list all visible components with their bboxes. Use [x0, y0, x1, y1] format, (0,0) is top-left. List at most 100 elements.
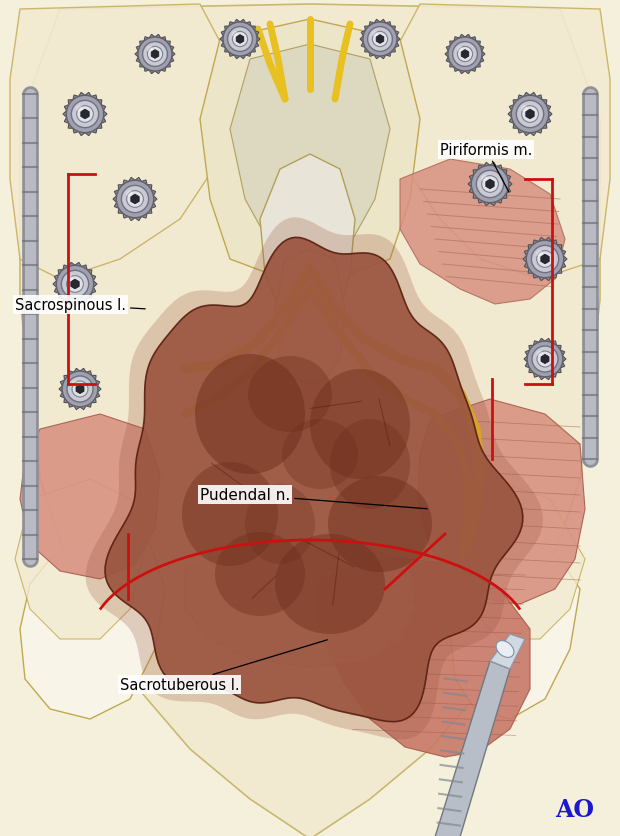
Circle shape [476, 171, 503, 198]
Polygon shape [105, 238, 523, 721]
Polygon shape [220, 20, 260, 59]
Polygon shape [541, 355, 549, 364]
Polygon shape [53, 263, 97, 306]
Polygon shape [76, 385, 84, 394]
Circle shape [527, 342, 563, 377]
Ellipse shape [330, 420, 410, 509]
Circle shape [147, 47, 153, 53]
Circle shape [516, 101, 544, 129]
Circle shape [448, 38, 482, 72]
Polygon shape [523, 238, 567, 282]
Polygon shape [185, 539, 415, 667]
Circle shape [223, 23, 257, 57]
Circle shape [537, 352, 553, 368]
Polygon shape [455, 479, 585, 640]
Circle shape [481, 176, 488, 182]
Circle shape [67, 376, 93, 403]
Polygon shape [468, 163, 512, 206]
Polygon shape [236, 36, 244, 44]
Polygon shape [113, 178, 157, 222]
Circle shape [56, 266, 94, 303]
Polygon shape [486, 180, 494, 190]
Circle shape [148, 48, 162, 63]
Circle shape [126, 191, 143, 208]
Circle shape [76, 106, 83, 113]
Polygon shape [260, 155, 355, 339]
Polygon shape [20, 5, 600, 836]
Circle shape [457, 47, 463, 53]
Text: Sacrotuberous l.: Sacrotuberous l. [120, 640, 327, 692]
Circle shape [526, 241, 564, 278]
Ellipse shape [282, 420, 358, 489]
Circle shape [232, 32, 238, 38]
Polygon shape [435, 661, 510, 836]
Circle shape [537, 252, 554, 268]
Polygon shape [315, 558, 530, 757]
Circle shape [61, 271, 89, 298]
Polygon shape [490, 635, 525, 669]
Ellipse shape [328, 477, 432, 573]
Polygon shape [508, 94, 552, 136]
Circle shape [453, 43, 477, 68]
Circle shape [363, 23, 397, 57]
Circle shape [531, 246, 559, 273]
Polygon shape [15, 479, 145, 640]
Circle shape [228, 28, 252, 53]
Text: Pudendal n.: Pudendal n. [200, 487, 427, 509]
Polygon shape [445, 35, 485, 74]
Circle shape [482, 176, 498, 193]
Polygon shape [86, 218, 543, 740]
Polygon shape [131, 195, 140, 205]
Circle shape [71, 101, 99, 129]
Ellipse shape [182, 462, 278, 566]
Circle shape [521, 106, 538, 123]
Circle shape [536, 251, 542, 257]
Circle shape [368, 28, 392, 53]
Polygon shape [541, 255, 549, 264]
Circle shape [62, 372, 98, 407]
Polygon shape [63, 94, 107, 136]
Circle shape [521, 106, 528, 113]
Circle shape [143, 43, 167, 68]
Polygon shape [400, 160, 565, 304]
Ellipse shape [245, 484, 315, 564]
Circle shape [373, 33, 388, 48]
Polygon shape [135, 35, 175, 74]
Circle shape [372, 32, 378, 38]
Circle shape [77, 106, 94, 123]
Ellipse shape [248, 357, 332, 432]
Polygon shape [450, 529, 580, 719]
Polygon shape [71, 280, 79, 289]
Circle shape [66, 277, 83, 293]
Circle shape [126, 191, 133, 197]
Polygon shape [151, 50, 159, 59]
Circle shape [536, 351, 543, 358]
Polygon shape [20, 529, 165, 719]
Ellipse shape [275, 534, 385, 635]
Ellipse shape [496, 641, 514, 658]
Circle shape [71, 381, 78, 387]
Circle shape [66, 96, 104, 134]
Circle shape [117, 181, 154, 218]
Polygon shape [81, 110, 89, 120]
Circle shape [458, 48, 472, 63]
Text: Sacrospinous l.: Sacrospinous l. [15, 298, 145, 313]
Ellipse shape [195, 354, 305, 475]
Polygon shape [526, 110, 534, 120]
Polygon shape [230, 45, 390, 260]
Polygon shape [10, 5, 240, 280]
Ellipse shape [215, 533, 305, 616]
Polygon shape [418, 400, 585, 604]
Circle shape [72, 381, 88, 397]
Circle shape [471, 166, 508, 203]
Circle shape [138, 38, 172, 72]
Polygon shape [20, 415, 160, 579]
Polygon shape [59, 369, 101, 410]
Polygon shape [360, 20, 400, 59]
Circle shape [232, 33, 247, 48]
Circle shape [66, 276, 73, 283]
Circle shape [512, 96, 549, 134]
Text: Piriformis m.: Piriformis m. [440, 143, 533, 192]
Circle shape [122, 186, 149, 213]
Polygon shape [524, 339, 566, 380]
